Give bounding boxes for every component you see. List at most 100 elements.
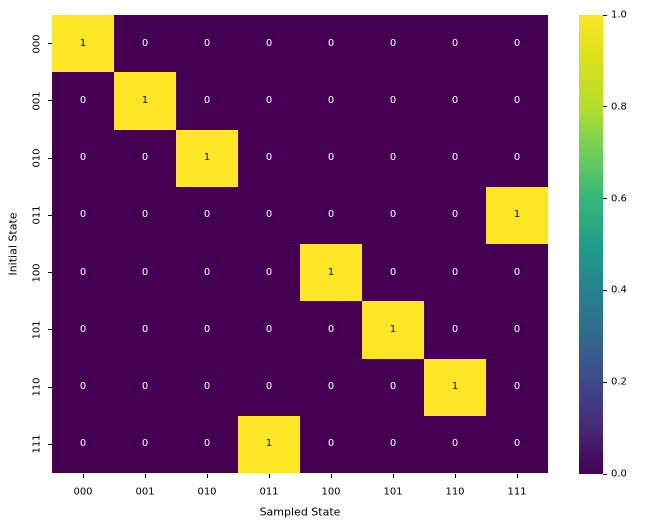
heatmap-cell: 0 [114,129,176,187]
colorbar [579,15,603,474]
x-tick-label: 101 [383,486,403,498]
heatmap-cell: 0 [300,415,362,473]
colorbar-tick-mark [603,473,607,475]
y-tick-label: 000 [31,34,43,54]
heatmap-cell: 0 [52,186,114,244]
x-tick-mark [206,474,208,478]
heatmap-cell: 0 [176,15,238,73]
x-tick-label: 000 [73,486,93,498]
heatmap-cell: 0 [176,301,238,359]
heatmap-cell: 0 [424,415,486,473]
colorbar-tick-label: 0.2 [611,376,627,388]
heatmap-cell: 0 [362,129,424,187]
heatmap-cell: 0 [52,244,114,302]
heatmap-cell: 1 [486,186,548,244]
y-tick-mark [48,329,52,331]
y-tick-mark [48,157,52,159]
heatmap-cell: 0 [486,129,548,187]
heatmap-cell: 0 [424,15,486,73]
colorbar-tick-label: 0.4 [611,284,627,296]
x-tick-mark [454,474,456,478]
x-tick-mark [268,474,270,478]
heatmap-cell: 0 [238,129,300,187]
heatmap-cell: 0 [424,186,486,244]
heatmap-cell: 0 [486,72,548,130]
heatmap-cell: 1 [52,15,114,73]
colorbar-tick-label: 0.0 [611,468,627,480]
heatmap-cell: 0 [176,186,238,244]
x-axis-title: Sampled State [259,505,341,519]
heatmap-cell: 0 [300,15,362,73]
x-tick-mark [392,474,394,478]
x-tick-label: 100 [321,486,341,498]
y-tick-mark [48,272,52,274]
heatmap-cell: 0 [52,301,114,359]
heatmap-cell: 0 [238,72,300,130]
heatmap-cell: 0 [238,186,300,244]
heatmap-cell: 0 [114,244,176,302]
heatmap-cell: 0 [114,301,176,359]
heatmap-cell: 1 [176,129,238,187]
heatmap-cell: 0 [52,358,114,416]
colorbar-tick-mark [603,198,607,200]
heatmap-cell: 0 [486,301,548,359]
y-tick-mark [48,386,52,388]
y-tick-mark [48,43,52,45]
y-tick-mark [48,443,52,445]
heatmap-cell: 0 [362,244,424,302]
heatmap-cell: 0 [486,358,548,416]
heatmap-cell: 0 [424,129,486,187]
heatmap-cell: 0 [362,358,424,416]
heatmap-cell: 0 [362,72,424,130]
colorbar-tick-mark [603,381,607,383]
colorbar-tick-label: 0.6 [611,193,627,205]
heatmap-cell: 0 [424,301,486,359]
y-tick-label: 100 [31,263,43,283]
x-tick-mark [516,474,518,478]
heatmap-cell: 0 [300,129,362,187]
y-tick-label: 110 [31,377,43,397]
y-tick-mark [48,214,52,216]
heatmap-cell: 0 [424,244,486,302]
heatmap-cell: 0 [300,72,362,130]
heatmap-cell: 1 [362,301,424,359]
colorbar-tick-mark [603,14,607,16]
heatmap-cell: 0 [114,415,176,473]
colorbar-tick-mark [603,106,607,108]
heatmap-cell: 0 [238,301,300,359]
heatmap-cell: 0 [114,15,176,73]
y-axis-title: Initial State [6,212,20,276]
heatmap-cell: 0 [238,244,300,302]
heatmap-cell: 0 [300,301,362,359]
x-tick-mark [82,474,84,478]
x-tick-label: 110 [445,486,465,498]
y-tick-label: 101 [31,320,43,340]
heatmap-cell: 0 [176,72,238,130]
y-tick-label: 010 [31,148,43,168]
heatmap-cell: 0 [362,15,424,73]
heatmap-cell: 0 [486,244,548,302]
heatmap-cell: 0 [114,358,176,416]
colorbar-tick-mark [603,289,607,291]
x-tick-label: 111 [507,486,527,498]
heatmap-cell: 0 [238,358,300,416]
heatmap-cell: 0 [176,358,238,416]
heatmap-cell: 1 [300,244,362,302]
heatmap-cell: 0 [424,72,486,130]
colorbar-tick-label: 1.0 [611,9,627,21]
heatmap-cell: 0 [52,415,114,473]
heatmap-cell: 1 [424,358,486,416]
heatmap-cell: 1 [238,415,300,473]
heatmap-cell: 1 [114,72,176,130]
y-tick-label: 011 [31,205,43,225]
x-tick-mark [144,474,146,478]
heatmap-cell: 0 [362,415,424,473]
heatmap-cell: 0 [114,186,176,244]
heatmap-cell: 0 [300,186,362,244]
x-tick-label: 010 [197,486,217,498]
heatmap-cell: 0 [176,244,238,302]
x-tick-label: 001 [135,486,155,498]
colorbar-tick-label: 0.8 [611,101,627,113]
